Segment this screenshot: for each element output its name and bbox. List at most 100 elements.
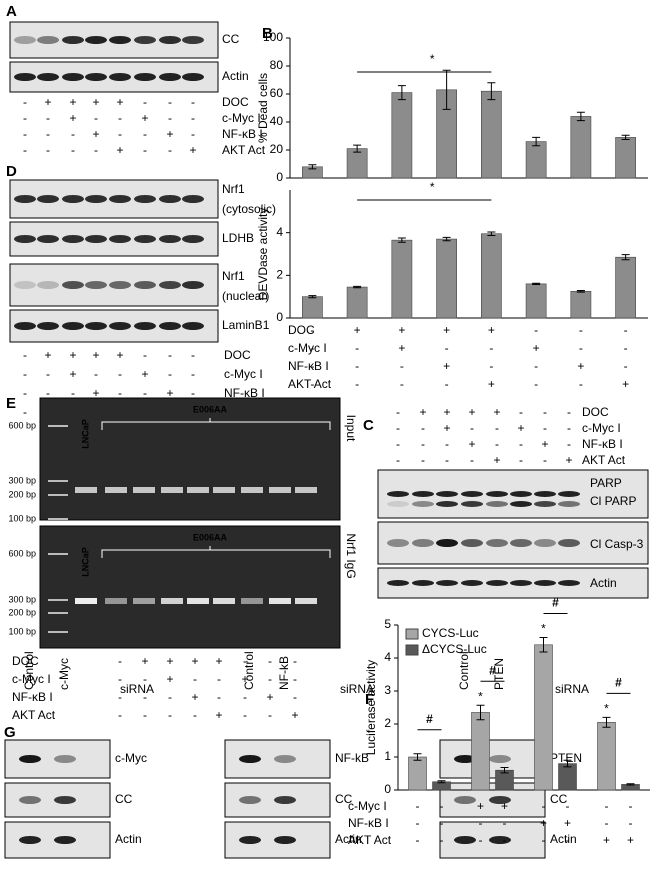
sign: + xyxy=(116,95,123,109)
blot-label: (cytosolic) xyxy=(222,202,276,216)
y-axis-label: Luciferase activity xyxy=(364,660,378,755)
band xyxy=(239,796,261,804)
sign: - xyxy=(118,386,122,400)
gel-band xyxy=(241,598,263,604)
sign: + xyxy=(564,816,571,830)
band xyxy=(182,235,204,243)
y-tick-label: 0 xyxy=(276,170,283,184)
sign: - xyxy=(23,143,27,157)
sign: - xyxy=(118,654,122,668)
sign: - xyxy=(94,143,98,157)
band xyxy=(37,73,59,81)
gel-band xyxy=(105,487,127,493)
sign: - xyxy=(445,377,449,391)
sign: - xyxy=(71,143,75,157)
band xyxy=(461,539,483,547)
sign: - xyxy=(268,654,272,668)
band xyxy=(486,580,508,586)
gel-band xyxy=(75,598,97,604)
sign: - xyxy=(629,816,633,830)
band xyxy=(412,491,434,497)
band xyxy=(19,796,41,804)
gel xyxy=(39,525,341,649)
sign: - xyxy=(168,95,172,109)
band xyxy=(486,539,508,547)
band xyxy=(19,755,41,763)
sign: + xyxy=(443,405,450,419)
legend-label: CYCS-Luc xyxy=(422,626,479,640)
sign: + xyxy=(191,654,198,668)
sign: + xyxy=(493,405,500,419)
sign: - xyxy=(118,127,122,141)
bar xyxy=(570,116,592,179)
lane-label: Control xyxy=(457,651,471,690)
sign: - xyxy=(191,127,195,141)
condition-label: DOC xyxy=(224,348,251,362)
band xyxy=(436,501,458,507)
error-bar xyxy=(626,783,635,786)
sign: - xyxy=(23,367,27,381)
y-tick-label: 100 xyxy=(263,30,283,44)
y-axis-label: DEVDase activity xyxy=(256,208,270,301)
sign: - xyxy=(542,799,546,813)
sign: + xyxy=(398,323,405,337)
band xyxy=(37,235,59,243)
sign: + xyxy=(141,367,148,381)
condition-label: c-Myc I xyxy=(348,799,387,813)
y-tick-label: 4 xyxy=(276,225,283,239)
sign: - xyxy=(191,348,195,362)
band xyxy=(14,73,36,81)
lane-label: LNCaP xyxy=(80,547,90,577)
panel-label: F xyxy=(365,691,374,708)
condition-label: DOC xyxy=(582,405,609,419)
sign: - xyxy=(143,348,147,362)
condition-label: NF-κB I xyxy=(12,690,53,704)
bar xyxy=(597,722,616,791)
band xyxy=(454,836,476,844)
bar xyxy=(615,137,636,179)
error-bar xyxy=(532,282,541,286)
band xyxy=(489,755,511,763)
bar xyxy=(346,148,368,179)
error-bar xyxy=(353,285,362,289)
band xyxy=(134,235,156,243)
sign: - xyxy=(542,833,546,847)
condition-label: NF-κB I xyxy=(222,127,263,141)
sign: - xyxy=(489,341,493,355)
sign: - xyxy=(168,690,172,704)
sign: + xyxy=(493,453,500,467)
sign: - xyxy=(118,708,122,722)
panel-label: E xyxy=(6,395,16,412)
y-tick-label: 4 xyxy=(384,650,391,664)
error-bar xyxy=(413,753,422,761)
annotation: # xyxy=(489,663,496,677)
sign: - xyxy=(193,708,197,722)
gel-band xyxy=(269,598,291,604)
blot-label: NF-kB xyxy=(335,751,369,765)
band xyxy=(134,281,156,289)
sign: + xyxy=(215,654,222,668)
gel-band xyxy=(161,598,183,604)
band xyxy=(159,73,181,81)
marker-label: 100 bp xyxy=(8,626,36,636)
sign: + xyxy=(488,323,495,337)
bar xyxy=(615,256,636,319)
band xyxy=(109,73,131,81)
condition-label: DOC xyxy=(288,323,315,337)
error-bar xyxy=(487,231,496,236)
sign: + xyxy=(565,453,572,467)
lane-label: Control xyxy=(242,651,256,690)
gel-band xyxy=(75,487,97,493)
sign: - xyxy=(605,816,609,830)
error-bar xyxy=(563,759,572,768)
sign: - xyxy=(191,95,195,109)
condition-label: c-Myc I xyxy=(582,421,621,435)
sign: - xyxy=(71,386,75,400)
sign: - xyxy=(23,95,27,109)
sign: - xyxy=(421,421,425,435)
gel-band xyxy=(133,598,155,604)
band xyxy=(159,322,181,330)
condition-label: NF-κB I xyxy=(288,359,329,373)
sign: - xyxy=(268,708,272,722)
